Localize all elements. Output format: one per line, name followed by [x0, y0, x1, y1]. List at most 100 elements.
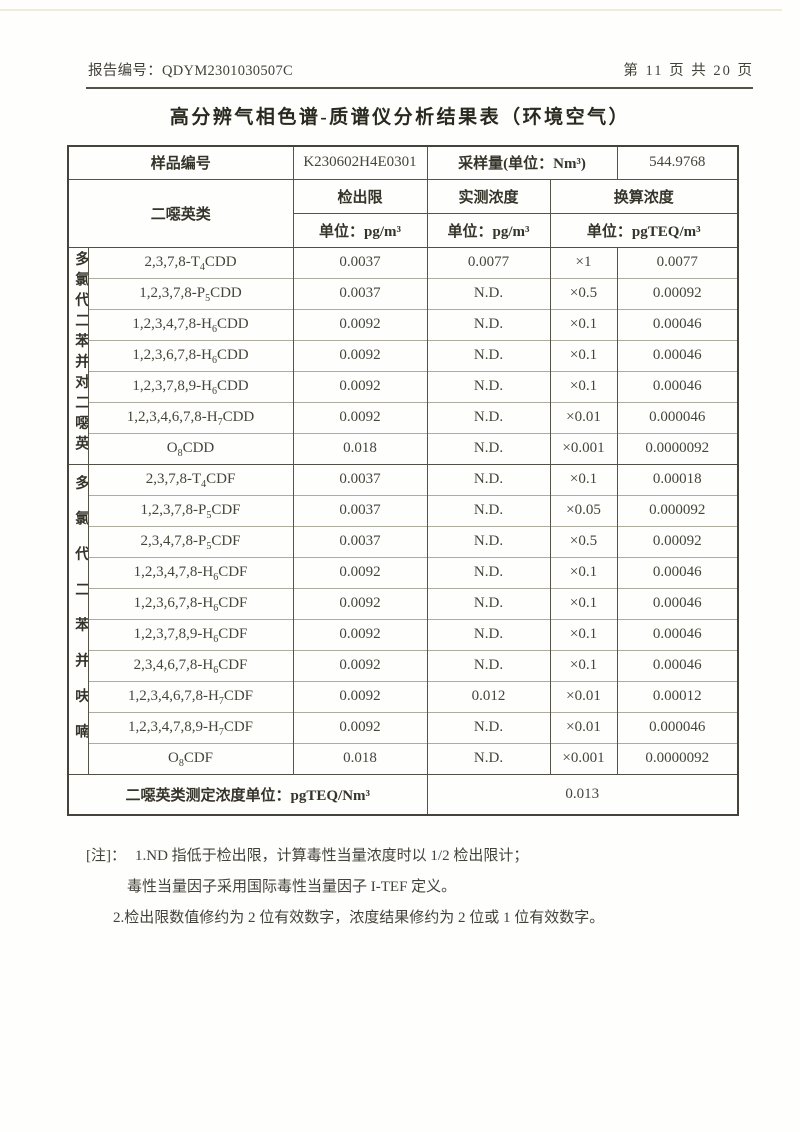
congener-name-suffix: CDD	[204, 254, 237, 270]
congener-name-subscript: 6	[211, 386, 217, 397]
measured-value-cell: N.D.	[426, 711, 551, 743]
congener-name-prefix: 1,2,3,4,7,8,9-H	[128, 719, 219, 735]
congener-name-suffix: CDD	[216, 316, 249, 332]
group-label: 多氯代二苯并呋喃	[73, 474, 88, 759]
report-number-label: 报告编号：	[88, 63, 162, 79]
notes-section: [注]： 1.ND 指低于检出限，计算毒性当量浓度时以 1/2 检出限计； 毒性当…	[86, 841, 760, 934]
table-row: 1,2,3,4,7,8-H6CDF 0.0092 N.D. ×0.1 0.000…	[68, 556, 739, 588]
congener-name-cell: O8CDD	[87, 432, 294, 464]
measured-value-cell: N.D.	[426, 494, 551, 526]
congener-name-prefix: 1,2,3,6,7,8-H	[133, 595, 214, 611]
measured-value-cell: N.D.	[426, 525, 551, 557]
congener-name-subscript: 7	[218, 696, 224, 707]
detection-limit-cell: 0.0092	[292, 370, 428, 402]
table-row: 1,2,3,7,8,9-H6CDF 0.0092 N.D. ×0.1 0.000…	[68, 618, 739, 650]
congener-name-subscript: 5	[206, 510, 212, 521]
detection-limit-cell: 0.0092	[292, 401, 428, 433]
table-row: 多氯代二苯并呋喃 2,3,7,8-T4 CDF 0.0037 N.D. ×0.1 0…	[67, 463, 739, 774]
congener-name-cell: 1,2,3,4,7,8-H6CDF	[87, 556, 294, 588]
congener-name-subscript: 8	[178, 758, 184, 769]
congener-name-subscript: 6	[213, 665, 219, 676]
tef-factor-cell: ×0.1	[549, 587, 618, 619]
measured-value-cell: N.D.	[426, 463, 551, 495]
tef-factor-cell: ×0.1	[549, 649, 618, 681]
measured-value-cell: N.D.	[426, 308, 551, 340]
converted-value-cell: 0.00092	[616, 277, 739, 309]
tef-factor-cell: ×0.5	[549, 277, 618, 309]
congener-name-prefix: 1,2,3,7,8-P	[139, 285, 206, 301]
congener-name-cell: 1,2,3,7,8,9-H6CDD	[87, 370, 294, 402]
congener-name-cell: 1,2,3,7,8-P5CDF	[87, 494, 294, 526]
report-number: 报告编号：QDYM2301030507C	[88, 59, 293, 80]
tef-factor-cell: ×0.1	[549, 556, 618, 588]
congener-name-subscript: 7	[218, 727, 224, 738]
table-row: 2,3,4,7,8-P5CDF 0.0037 N.D. ×0.5 0.00092	[68, 525, 739, 557]
page-title: 高分辨气相色谱-质谱仪分析结果表（环境空气）	[169, 107, 631, 128]
congener-name-cell: 1,2,3,6,7,8-H6CDD	[87, 339, 294, 371]
congener-name-subscript: 6	[211, 324, 217, 335]
column-header-row: 二噁英类 检出限 实测浓度 换算浓度	[67, 178, 739, 247]
detection-limit-cell: 0.0037	[292, 525, 428, 557]
table-row: 1,2,3,6,7,8-H6CDF 0.0092 N.D. ×0.1 0.000…	[68, 587, 739, 619]
congener-name-cell: 1,2,3,4,6,7,8-H7CDD	[87, 401, 294, 433]
congener-name-suffix: CDF	[218, 564, 248, 580]
unit-header-row: 单位：pg/m³ 单位：pg/m³ 单位：pgTEQ/m³	[68, 212, 739, 247]
converted-value-cell: 0.000092	[616, 494, 739, 526]
table-row: 1,2,3,4,7,8,9-H7CDF 0.0092 N.D. ×0.01 0.…	[68, 711, 739, 743]
sample-id-label: 样品编号	[67, 145, 294, 179]
measured-value-cell: 0.0077	[426, 246, 551, 278]
analysis-results-table: 样品编号 K230602H4E0301 采样量(单位：Nm³) 544.9768…	[67, 145, 740, 816]
tef-factor-cell: ×0.1	[549, 463, 618, 495]
congener-name-subscript: 4	[201, 479, 207, 490]
group-label: 多氯代二苯并对二噁英	[73, 250, 88, 456]
measured-value-cell: N.D.	[426, 587, 551, 619]
table-row: 1,2,3,4,7,8-H6CDD 0.0092 N.D. ×0.1 0.000…	[68, 308, 739, 340]
scan-artifact-line	[0, 9, 782, 11]
congener-name-prefix: 2,3,7,8-T	[144, 254, 200, 270]
detection-limit-cell: 0.018	[292, 432, 428, 464]
congener-name-prefix: 1,2,3,4,6,7,8-H	[128, 688, 219, 704]
tef-factor-cell: ×0.1	[549, 308, 618, 340]
converted-value-cell: 0.00046	[616, 556, 739, 588]
congener-name-suffix: CDD	[216, 378, 249, 394]
tef-factor-cell: ×0.001	[549, 432, 618, 464]
detection-limit-cell: 0.0037	[292, 494, 428, 526]
tef-factor-cell: ×0.01	[549, 711, 618, 743]
detection-limit-cell: 0.0092	[292, 556, 428, 588]
table-row: 1,2,3,7,8-P5CDD 0.0037 N.D. ×0.5 0.00092	[68, 277, 739, 309]
group-label-cell: 多氯代二苯并呋喃	[67, 463, 88, 774]
congener-name-suffix: CDD	[222, 409, 255, 425]
detection-limit-cell: 0.0092	[292, 680, 428, 712]
tef-factor-cell: ×0.01	[549, 680, 618, 712]
tef-factor-cell: ×0.1	[549, 370, 618, 402]
note-line-1: 1.ND 指低于检出限，计算毒性当量浓度时以 1/2 检出限计；	[135, 848, 529, 864]
converted-value-cell: 0.00046	[616, 308, 739, 340]
table-row: O8CDD 0.018 N.D. ×0.001 0.0000092	[68, 432, 739, 464]
converted-value-cell: 0.00046	[616, 339, 739, 371]
congener-name-suffix: CDF	[218, 595, 248, 611]
table-row: 1,2,3,4,6,7,8-H7CDF 0.0092 0.012 ×0.01 0…	[68, 680, 739, 712]
converted-value-cell: 0.00018	[616, 463, 739, 495]
page-indicator: 第 11 页 共 20 页	[623, 63, 754, 79]
total-teq-value: 0.013	[426, 773, 739, 815]
congener-name-prefix: O	[166, 440, 178, 456]
congener-name-cell: 2,3,7,8-T4CDD	[87, 246, 294, 278]
measured-value-cell: N.D.	[426, 649, 551, 681]
table-row: 2,3,4,6,7,8-H6CDF 0.0092 N.D. ×0.1 0.000…	[68, 649, 739, 681]
congener-name-prefix: 2,3,7,8-T	[145, 471, 202, 487]
report-number-value: QDYM2301030507C	[162, 63, 293, 79]
congener-name-subscript: 6	[213, 634, 219, 645]
measured-value-cell: N.D.	[426, 277, 551, 309]
congener-name-suffix: CDF	[183, 750, 214, 766]
col-header-converted-concentration: 换算浓度	[549, 178, 739, 213]
congener-name-subscript: 6	[213, 603, 219, 614]
measured-value-cell: 0.012	[426, 680, 551, 712]
congener-name-cell: O8CDF	[87, 742, 294, 774]
congener-name-suffix: CDF	[223, 719, 254, 735]
congener-name-suffix: CDF	[218, 657, 248, 673]
congener-name-cell: 2,3,4,6,7,8-H6CDF	[87, 649, 294, 681]
congener-name-cell: 1,2,3,6,7,8-H6CDF	[87, 587, 294, 619]
detection-limit-cell: 0.0092	[292, 711, 428, 743]
congener-name-subscript: 7	[217, 417, 223, 428]
